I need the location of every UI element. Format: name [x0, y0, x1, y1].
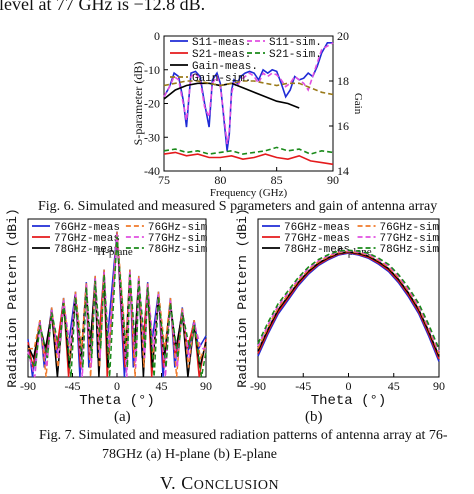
- fig7b-xtick-label: 45: [388, 379, 400, 393]
- fig6-series-gain-sim-: [163, 80, 334, 96]
- fig7a-legend-label: 78GHz-sim: [148, 244, 208, 256]
- fig6-series-s21-meas-: [163, 151, 334, 166]
- fig7b-series-76ghz-meas: [257, 252, 440, 362]
- fig7b-e-plane-chart: -90 -45 0 45 90 Theta (°) Radiation Pattern (d…: [235, 208, 445, 409]
- fig6-legend-label: S11-sim.: [269, 37, 322, 49]
- fig6-xlabel: Frequency (GHz): [210, 187, 288, 199]
- fig7-caption-line1: Fig. 7. Simulated and measured radiation…: [39, 428, 448, 443]
- fig7a-legend-label: 77GHz-sim: [148, 233, 208, 245]
- fig7b-legend-label: 76GHz-sim: [380, 222, 440, 234]
- fig6-y2label: Gain: [352, 93, 364, 115]
- fig6-legend-label: S21-sim.: [269, 49, 322, 61]
- fig7a-xtick-label: 45: [156, 379, 168, 393]
- fig7a-xtick-label: -90: [20, 379, 36, 393]
- fig6-legend-label: Gain-meas.: [192, 61, 258, 73]
- fig6-caption: Fig. 6. Simulated and measured S paramet…: [38, 199, 438, 214]
- fig6-y2tick-label: 20: [337, 29, 349, 43]
- fig7b-xlabel: Theta (°): [311, 393, 387, 409]
- fig7a-xtick-label: 0: [114, 379, 120, 393]
- fig7b-legend-label: 77GHz-meas: [284, 233, 350, 245]
- fig7a-xlabel: Theta (°): [79, 393, 155, 409]
- fig6-series-s21-sim-: [163, 146, 334, 155]
- fig6-ytick-label: 0: [154, 29, 160, 43]
- fig7a-xtick-label: -45: [65, 379, 81, 393]
- fig7a-ylabel: Radiation Pattern (dBi): [5, 208, 20, 387]
- fig7a-legend-label: 76GHz-meas: [54, 222, 120, 234]
- fig6-y2tick-label: 16: [337, 119, 349, 133]
- fig6-xtick-label: 75: [158, 173, 170, 187]
- fig6-series-s11-meas-: [163, 41, 333, 151]
- fig6-legend-label: S11-meas.: [192, 37, 251, 49]
- fig6-ytick-label: -30: [144, 130, 160, 144]
- section-title-rest: ONCLUSION: [193, 478, 280, 493]
- fig7-caption-line2: 78GHz (a) H-plane (b) E-plane: [102, 447, 277, 462]
- fig7b-legend-label: 77GHz-sim: [380, 233, 440, 245]
- fig7b-xtick-label: 90: [433, 379, 445, 393]
- fig6-ylabel: S-parameter (dB): [131, 62, 145, 146]
- fig6-ytick-label: -40: [144, 164, 160, 178]
- fig7a-legend-label: 77GHz-meas: [54, 233, 120, 245]
- fig7b-series-77ghz-meas: [257, 251, 440, 360]
- fig6-ytick-label: -10: [144, 63, 160, 77]
- section-numeral: V.: [160, 473, 177, 493]
- section-title-initial: C: [181, 473, 194, 493]
- top-text-line: level at 77 GHz is −12.8 dB.: [0, 0, 206, 14]
- fig7a-series-78ghz-sim: [27, 236, 207, 378]
- fig6-xtick-label: 85: [271, 173, 283, 187]
- fig7b-xtick-label: -90: [250, 379, 266, 393]
- fig6-y2tick-label: 18: [337, 74, 349, 88]
- subfig-a-label: (a): [114, 409, 131, 425]
- fig7b-series-78ghz-sim: [257, 249, 440, 350]
- section-heading: V. CONCLUSION: [160, 473, 279, 494]
- fig6-legend-label: Gain-sim.: [192, 73, 251, 85]
- fig7b-legend-label: 76GHz-meas: [284, 222, 350, 234]
- fig7a-xtick-label: 90: [200, 379, 212, 393]
- fig6-xtick-label: 90: [327, 173, 339, 187]
- fig6-y2tick-label: 14: [337, 164, 349, 178]
- fig7a-h-plane-chart: -90 -45 0 45 90 Theta (°) Radiation Pattern (d…: [5, 208, 212, 409]
- fig6-legend-label: S21-meas.: [192, 49, 251, 61]
- fig7a-legend-label: 76GHz-sim: [148, 222, 208, 234]
- fig6-chart: 75 80 85 90 0 -10 -20 -30 -40 20 18 16 14 Frequency (…: [131, 29, 364, 199]
- fig7b-xtick-label: 0: [346, 379, 352, 393]
- fig7b-ylabel: Radiation Pattern (dBi): [235, 208, 250, 387]
- fig6-ytick-label: -20: [144, 97, 160, 111]
- fig7b-xtick-label: -45: [295, 379, 311, 393]
- subfig-b-label: (b): [305, 409, 323, 425]
- fig7a-legend-label: 78GHz-meas: [54, 244, 120, 256]
- fig7b-legend-label: 78GHz-sim: [380, 244, 440, 256]
- fig6-xtick-label: 80: [214, 173, 226, 187]
- fig7a-series-77ghz-sim: [27, 234, 206, 378]
